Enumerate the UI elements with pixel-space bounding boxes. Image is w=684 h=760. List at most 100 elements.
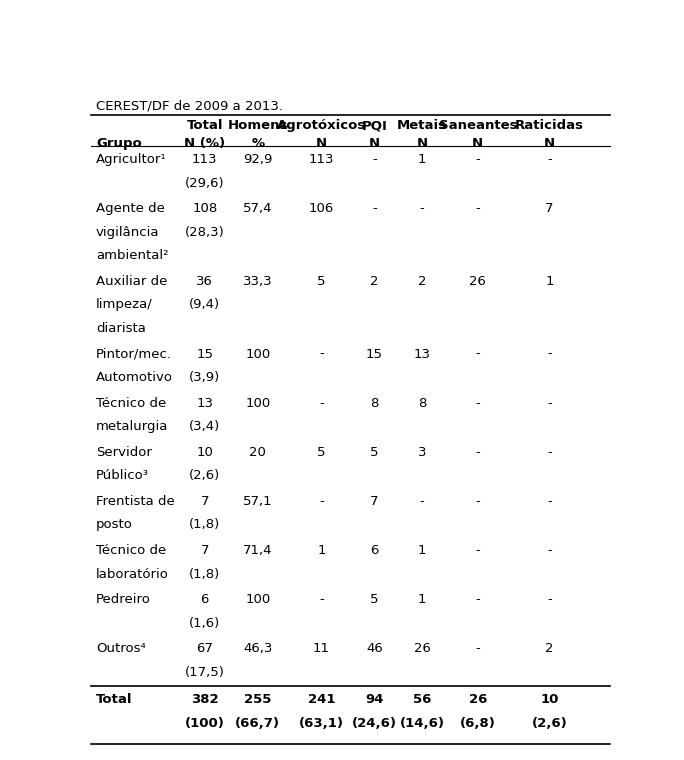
- Text: (9,4): (9,4): [189, 299, 220, 312]
- Text: 92,9: 92,9: [243, 154, 272, 166]
- Text: ambiental²: ambiental²: [96, 249, 168, 262]
- Text: 15: 15: [366, 347, 383, 360]
- Text: 8: 8: [418, 397, 426, 410]
- Text: -: -: [547, 495, 552, 508]
- Text: -: -: [547, 397, 552, 410]
- Text: Metais: Metais: [397, 119, 447, 132]
- Text: -: -: [319, 495, 324, 508]
- Text: -: -: [547, 154, 552, 166]
- Text: 1: 1: [418, 154, 426, 166]
- Text: 26: 26: [469, 275, 486, 288]
- Text: 57,1: 57,1: [243, 495, 273, 508]
- Text: posto: posto: [96, 518, 133, 531]
- Text: -: -: [420, 495, 425, 508]
- Text: 46: 46: [366, 642, 383, 655]
- Text: (2,6): (2,6): [189, 469, 220, 483]
- Text: (29,6): (29,6): [185, 176, 224, 190]
- Text: N: N: [472, 137, 484, 150]
- Text: 2: 2: [370, 275, 379, 288]
- Text: 1: 1: [545, 275, 553, 288]
- Text: vigilância: vigilância: [96, 226, 159, 239]
- Text: laboratório: laboratório: [96, 568, 169, 581]
- Text: 5: 5: [317, 275, 326, 288]
- Text: 57,4: 57,4: [243, 202, 272, 215]
- Text: Agricultor¹: Agricultor¹: [96, 154, 167, 166]
- Text: -: -: [475, 347, 480, 360]
- Text: -: -: [475, 397, 480, 410]
- Text: 2: 2: [418, 275, 426, 288]
- Text: Técnico de: Técnico de: [96, 544, 166, 557]
- Text: diarista: diarista: [96, 321, 146, 334]
- Text: 113: 113: [308, 154, 334, 166]
- Text: Total: Total: [187, 119, 223, 132]
- Text: 100: 100: [245, 347, 270, 360]
- Text: 13: 13: [414, 347, 431, 360]
- Text: 94: 94: [365, 693, 384, 706]
- Text: (14,6): (14,6): [399, 717, 445, 730]
- Text: 67: 67: [196, 642, 213, 655]
- Text: Homens: Homens: [228, 119, 288, 132]
- Text: Pintor/mec.: Pintor/mec.: [96, 347, 172, 360]
- Text: Outros⁴: Outros⁴: [96, 642, 146, 655]
- Text: Pedreiro: Pedreiro: [96, 594, 151, 606]
- Text: -: -: [475, 202, 480, 215]
- Text: 6: 6: [200, 594, 209, 606]
- Text: Frentista de: Frentista de: [96, 495, 175, 508]
- Text: N: N: [369, 137, 380, 150]
- Text: 106: 106: [308, 202, 334, 215]
- Text: -: -: [475, 446, 480, 459]
- Text: -: -: [372, 154, 377, 166]
- Text: Servidor: Servidor: [96, 446, 152, 459]
- Text: Saneantes: Saneantes: [438, 119, 517, 132]
- Text: -: -: [475, 495, 480, 508]
- Text: 13: 13: [196, 397, 213, 410]
- Text: (1,6): (1,6): [189, 616, 220, 630]
- Text: Total: Total: [96, 693, 133, 706]
- Text: -: -: [547, 347, 552, 360]
- Text: (66,7): (66,7): [235, 717, 280, 730]
- Text: 108: 108: [192, 202, 218, 215]
- Text: -: -: [420, 202, 425, 215]
- Text: %: %: [251, 137, 264, 150]
- Text: 5: 5: [370, 446, 379, 459]
- Text: (17,5): (17,5): [185, 666, 225, 679]
- Text: -: -: [475, 154, 480, 166]
- Text: -: -: [319, 397, 324, 410]
- Text: 5: 5: [317, 446, 326, 459]
- Text: (6,8): (6,8): [460, 717, 496, 730]
- Text: 26: 26: [414, 642, 430, 655]
- Text: -: -: [547, 544, 552, 557]
- Text: (24,6): (24,6): [352, 717, 397, 730]
- Text: (3,4): (3,4): [189, 420, 220, 433]
- Text: 46,3: 46,3: [243, 642, 272, 655]
- Text: -: -: [475, 544, 480, 557]
- Text: (1,8): (1,8): [189, 518, 220, 531]
- Text: -: -: [475, 594, 480, 606]
- Text: 6: 6: [370, 544, 378, 557]
- Text: Técnico de: Técnico de: [96, 397, 166, 410]
- Text: (28,3): (28,3): [185, 226, 224, 239]
- Text: (1,8): (1,8): [189, 568, 220, 581]
- Text: 1: 1: [317, 544, 326, 557]
- Text: (100): (100): [185, 717, 225, 730]
- Text: -: -: [319, 347, 324, 360]
- Text: Agrotóxicos: Agrotóxicos: [277, 119, 366, 132]
- Text: 15: 15: [196, 347, 213, 360]
- Text: 71,4: 71,4: [243, 544, 272, 557]
- Text: 7: 7: [545, 202, 553, 215]
- Text: 2: 2: [545, 642, 553, 655]
- Text: 10: 10: [196, 446, 213, 459]
- Text: 11: 11: [313, 642, 330, 655]
- Text: CEREST/DF de 2009 a 2013.: CEREST/DF de 2009 a 2013.: [96, 100, 283, 113]
- Text: Automotivo: Automotivo: [96, 371, 173, 384]
- Text: 255: 255: [244, 693, 272, 706]
- Text: Auxiliar de: Auxiliar de: [96, 275, 168, 288]
- Text: 56: 56: [413, 693, 432, 706]
- Text: 382: 382: [191, 693, 219, 706]
- Text: metalurgia: metalurgia: [96, 420, 168, 433]
- Text: 100: 100: [245, 594, 270, 606]
- Text: (63,1): (63,1): [299, 717, 344, 730]
- Text: 7: 7: [200, 495, 209, 508]
- Text: 5: 5: [370, 594, 379, 606]
- Text: Agente de: Agente de: [96, 202, 165, 215]
